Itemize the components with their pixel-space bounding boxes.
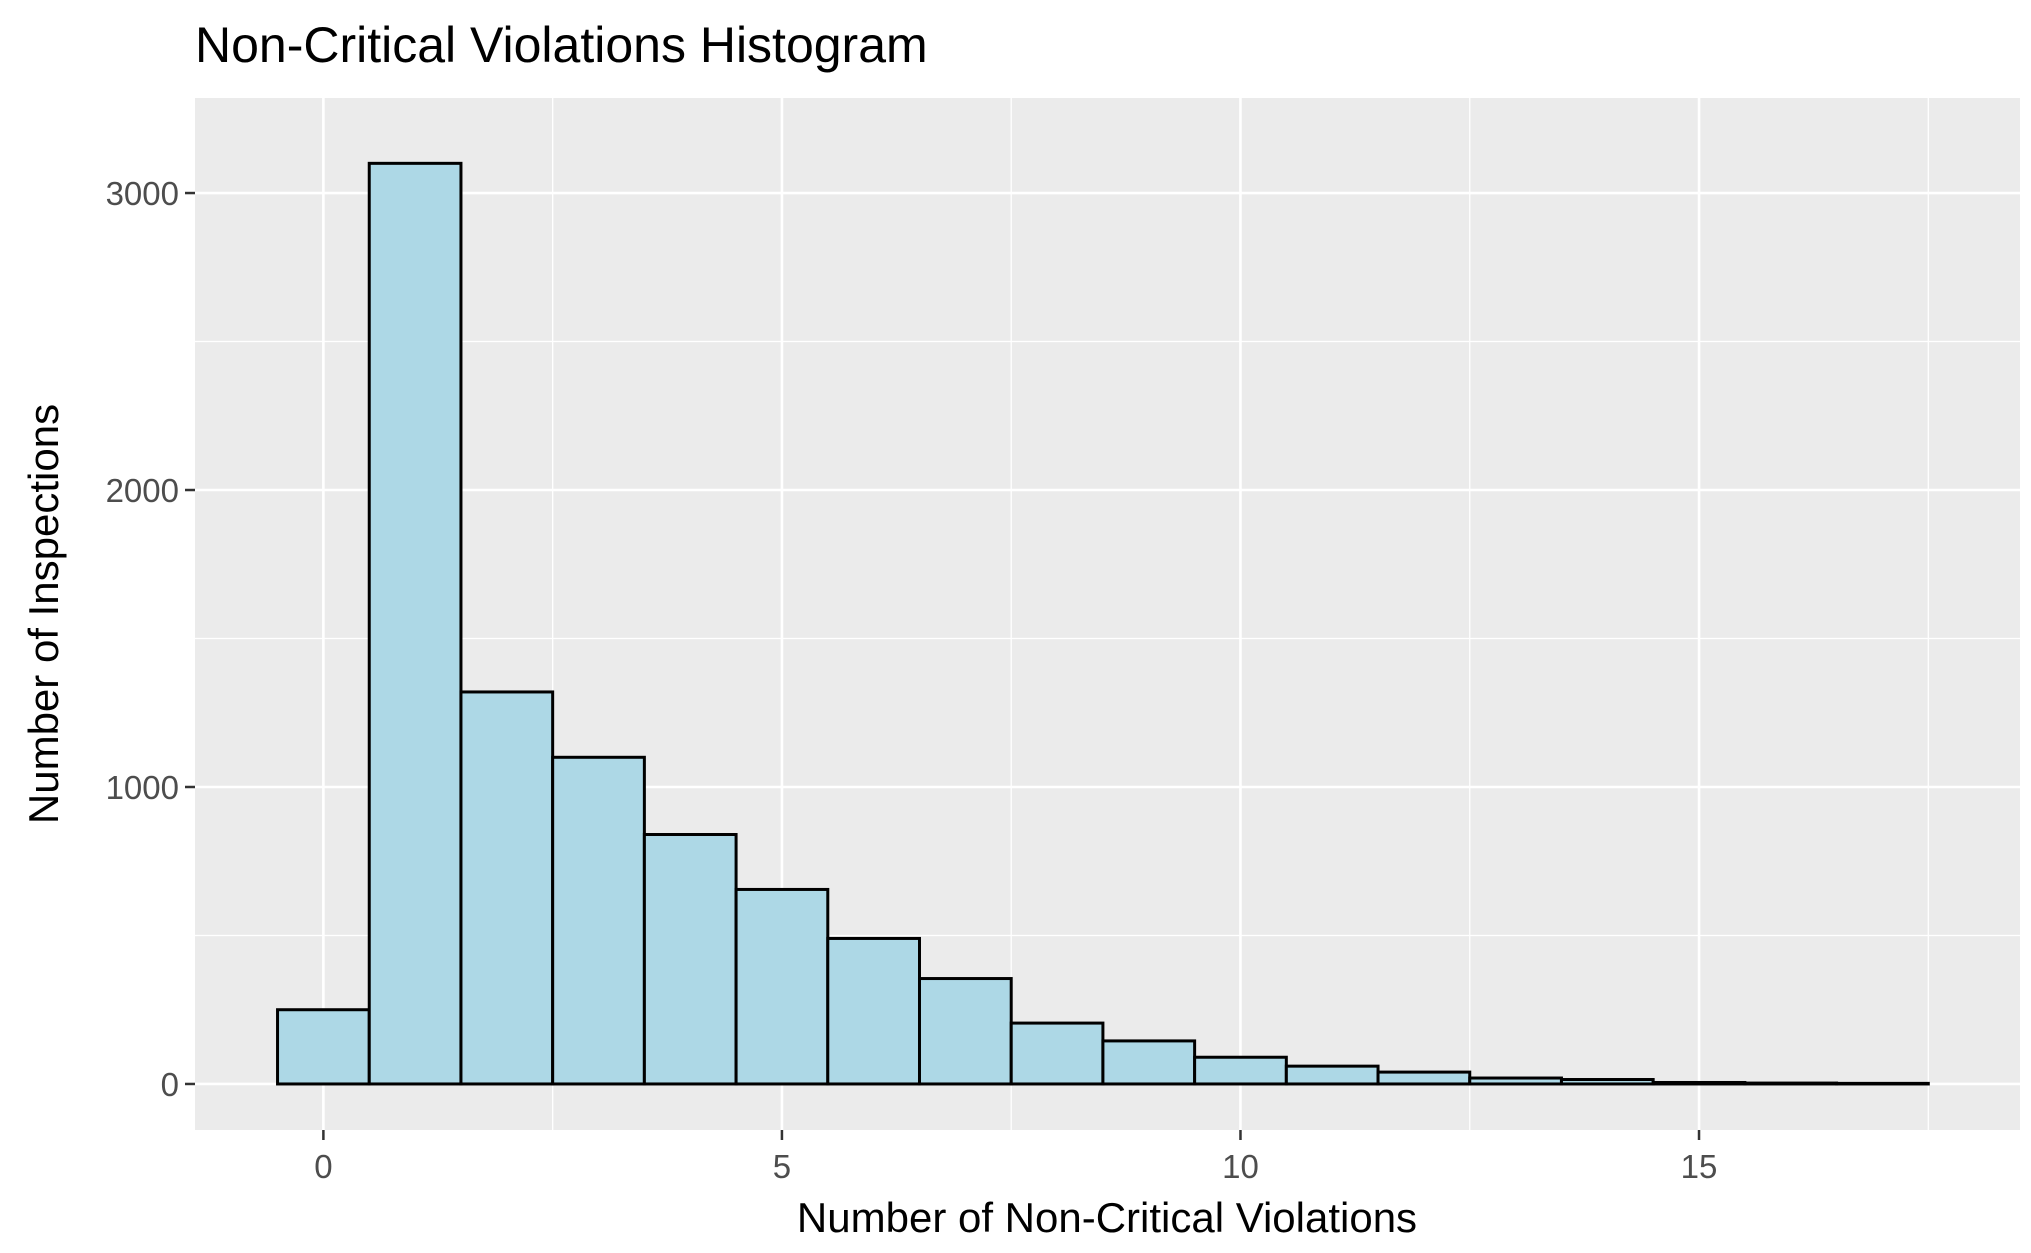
histogram-bar	[1835, 1081, 1930, 1086]
y-axis: 0 1000 2000 3000	[106, 175, 195, 1103]
histogram-bar	[1743, 1081, 1839, 1086]
histogram-bar	[1468, 1076, 1563, 1086]
histogram-bar	[551, 755, 646, 1086]
histogram-bar	[826, 936, 921, 1086]
histogram-bars	[276, 161, 1930, 1086]
histogram-bar	[1009, 1021, 1105, 1086]
histogram-bar	[1284, 1064, 1380, 1086]
y-axis-title: Number of Inspections	[20, 404, 67, 824]
histogram-bar	[1101, 1039, 1197, 1086]
histogram-bar	[459, 690, 555, 1086]
histogram-bar	[1193, 1055, 1288, 1086]
x-tick-label: 0	[314, 1148, 332, 1185]
histogram-bar	[1376, 1070, 1472, 1086]
x-axis-title: Number of Non-Critical Violations	[797, 1194, 1417, 1241]
y-tick-label: 2000	[106, 472, 179, 509]
histogram-bar	[734, 887, 830, 1086]
x-tick-label: 10	[1222, 1148, 1259, 1185]
histogram-bar	[276, 1008, 371, 1086]
histogram-bar	[917, 977, 1013, 1086]
histogram-bar	[1651, 1080, 1747, 1086]
x-tick-label: 5	[773, 1148, 791, 1185]
chart-title: Non-Critical Violations Histogram	[195, 17, 928, 73]
y-tick-label: 3000	[106, 175, 179, 212]
x-tick-label: 15	[1681, 1148, 1718, 1185]
histogram-bar	[367, 161, 463, 1086]
histogram-bar	[1559, 1078, 1655, 1086]
y-tick-label: 1000	[106, 769, 179, 806]
x-axis: 0 5 10 15	[314, 1130, 1717, 1185]
y-tick-label: 0	[161, 1066, 179, 1103]
histogram-bar	[642, 833, 738, 1086]
